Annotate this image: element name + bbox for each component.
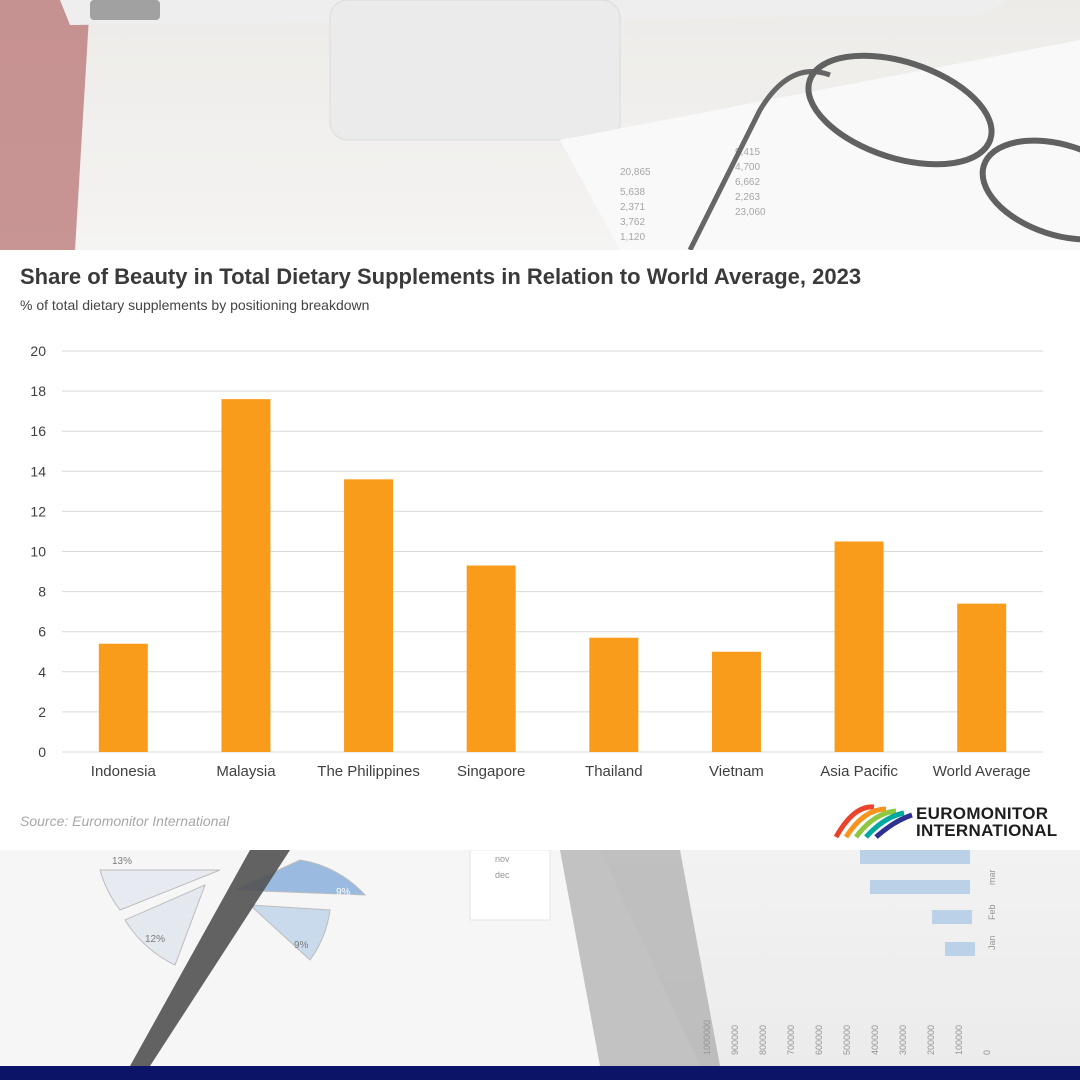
laptop-key [90,0,160,20]
background-axis-number: 200000 [926,1025,936,1055]
notebook-shape [0,0,90,250]
y-tick-label: 2 [38,704,46,720]
bar-world-average [957,603,1007,752]
legend-box [469,850,551,921]
svg-text:9%: 9% [294,940,309,951]
logo-line-1: EUROMONITOR [916,804,1049,823]
chart-subtitle: % of total dietary supplements by positi… [20,297,370,313]
financial-statement-numbers: 20,865 5,638 2,371 3,762 1,120 9,415 4,7… [620,147,766,243]
svg-text:dec: dec [495,870,510,880]
svg-text:9%: 9% [336,887,351,898]
y-tick-label: 6 [38,624,46,640]
logo-line-2: INTERNATIONAL [916,821,1058,840]
svg-text:12%: 12% [145,934,165,945]
background-axis-numbers: 1000000 900000 800000 700000 600000 500000 400… [702,1020,992,1055]
logo-stripes-icon [833,804,913,839]
background-photo-bottom: nov dec 13% 12% 9% 9% mar Feb Jan 100000… [0,850,1080,1066]
background-axis-number: 400000 [870,1025,880,1055]
glasses-lens-right [979,137,1080,243]
y-tick-label: 16 [30,423,46,439]
y-tick-label: 20 [30,343,46,359]
pie-chart-graphic: 13% 12% 9% 9% [99,856,367,966]
source-note: Source: Euromonitor International [20,813,230,829]
y-tick-label: 4 [38,664,46,680]
background-axis-number: 0 [982,1050,992,1055]
svg-text:nov: nov [495,854,510,864]
svg-text:1,120: 1,120 [620,232,645,243]
y-tick-label: 8 [38,584,46,600]
bar-chart: 0 2 4 6 8 10 12 14 16 18 20 Indonesia Malaysia The P… [30,343,1043,780]
paper-sheet [560,40,1080,250]
x-tick-label: Asia Pacific [820,763,898,780]
background-axis-number: 100000 [954,1025,964,1055]
background-axis-number: 300000 [898,1025,908,1055]
y-tick-label: 0 [38,744,46,760]
svg-text:mar: mar [987,869,997,885]
euromonitor-logo: EUROMONITOR INTERNATIONAL [833,803,1074,843]
background-axis-number: 700000 [786,1025,796,1055]
svg-text:Jan: Jan [987,935,997,950]
bars [98,399,1007,752]
pen-shape [130,850,290,1066]
svg-text:13%: 13% [112,856,132,867]
bar-singapore [466,565,516,752]
svg-text:23,060: 23,060 [735,207,766,218]
y-tick-label: 18 [30,383,46,399]
y-tick-label: 12 [30,503,46,519]
y-axis-tick-labels: 0 2 4 6 8 10 12 14 16 18 20 [30,343,46,760]
x-tick-label: Thailand [585,763,643,780]
office-desk-illustration: 20,865 5,638 2,371 3,762 1,120 9,415 4,7… [0,0,1080,250]
x-tick-label: Indonesia [91,763,157,780]
bar-asia-pacific [834,541,884,752]
y-tick-label: 14 [30,463,46,479]
background-axis-number: 900000 [730,1025,740,1055]
bar-malaysia [221,399,271,752]
svg-text:4,700: 4,700 [735,162,760,173]
svg-text:5,638: 5,638 [620,187,645,198]
glasses-temple [687,69,831,250]
x-tick-label: The Philippines [317,763,420,780]
chart-panel: Share of Beauty in Total Dietary Supplem… [0,250,1080,850]
bar-thailand [589,637,639,752]
background-axis-number: 600000 [814,1025,824,1055]
x-tick-label: Singapore [457,763,525,780]
background-axis-number: 1000000 [702,1020,712,1055]
x-tick-label: World Average [933,763,1031,780]
chart-title: Share of Beauty in Total Dietary Supplem… [20,264,862,289]
background-axis-number: 500000 [842,1025,852,1055]
svg-text:6,662: 6,662 [735,177,760,188]
laptop-trackpad [329,0,621,141]
clipboard-edge [560,850,720,1066]
svg-text:2,371: 2,371 [620,202,645,213]
svg-text:Feb: Feb [987,904,997,920]
background-photo-top: 20,865 5,638 2,371 3,762 1,120 9,415 4,7… [0,0,1080,250]
background-axis-number: 800000 [758,1025,768,1055]
y-tick-label: 10 [30,544,46,560]
bar-vietnam [711,651,761,752]
x-axis-tick-labels: Indonesia Malaysia The Philippines Singapor… [91,763,1031,780]
svg-text:3,762: 3,762 [620,217,645,228]
glasses-lens-left [805,52,995,168]
bar-indonesia [98,643,148,752]
x-tick-label: Malaysia [216,763,276,780]
svg-text:9,415: 9,415 [735,147,760,158]
bar-the-philippines [344,479,394,752]
x-tick-label: Vietnam [709,763,764,780]
svg-text:2,263: 2,263 [735,192,760,203]
bottom-band [0,1066,1080,1080]
desk-documents-illustration: nov dec 13% 12% 9% 9% mar Feb Jan 100000… [0,850,1080,1066]
horizontal-bar-graphic: mar Feb Jan [860,850,997,956]
svg-text:20,865: 20,865 [620,167,651,178]
grid-lines [62,350,1043,753]
